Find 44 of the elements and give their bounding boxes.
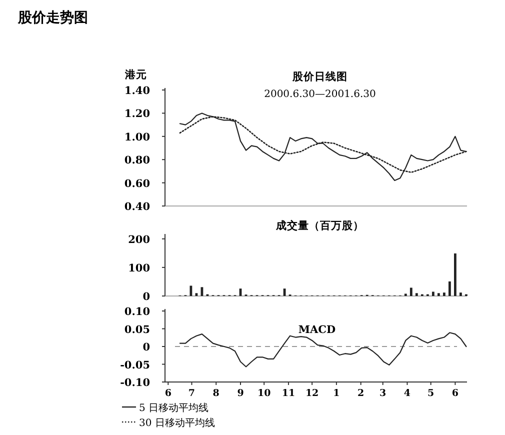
bar (432, 292, 434, 296)
y-tick-label: -0.05 (120, 359, 150, 372)
bar (454, 253, 456, 296)
y-tick-label: 1.20 (124, 108, 150, 120)
y-tick-label: 0 (142, 291, 150, 303)
x-tick-label: 6 (164, 388, 172, 399)
y-axis-title: 港元 (124, 68, 147, 81)
bar (442, 292, 446, 296)
chart-subtitle: 2000.6.30—2001.6.30 (264, 89, 376, 100)
x-tick-label: 12 (305, 388, 319, 399)
y-tick-label: 0.60 (124, 178, 150, 190)
x-tick-label: 5 (428, 388, 434, 399)
y-tick-label: 0.80 (124, 154, 150, 167)
x-tick-label: 6 (452, 388, 459, 399)
text: MACD (298, 324, 336, 336)
chart-title: 股价日线图 (292, 70, 348, 83)
y-tick-label: 0 (142, 342, 150, 354)
x-tick-label: 7 (188, 388, 196, 399)
x-tick-label: 3 (380, 388, 386, 399)
x-tick-label: 1 (333, 388, 340, 399)
y-tick-label: 100 (128, 262, 150, 274)
bar (437, 293, 440, 296)
x-tick-label: 2 (358, 388, 364, 399)
bar (410, 288, 412, 296)
y-tick-label: 0.40 (124, 201, 150, 213)
y-tick-label: 200 (128, 234, 150, 246)
text: 股价走势图 (17, 10, 88, 26)
x-tick-label: 11 (282, 388, 296, 399)
y-tick-label: 1.40 (124, 85, 150, 97)
legend-label: 5 日移动平均线 (139, 402, 209, 414)
y-tick-label: -0.10 (120, 377, 150, 389)
x-tick-label: 4 (404, 388, 411, 399)
y-tick-label: 1.00 (124, 131, 150, 144)
x-tick-label: 8 (212, 388, 220, 399)
x-tick-label: 10 (257, 388, 272, 399)
y-tick-label: 0.05 (124, 324, 150, 336)
line-series (179, 332, 467, 368)
bar (415, 293, 418, 296)
bar (448, 281, 451, 296)
chart-title: 成交量（百万股） (275, 219, 364, 232)
bar (460, 292, 462, 296)
y-tick-label: 0.10 (124, 306, 150, 318)
legend-label: 30 日移动平均线 (139, 417, 215, 429)
x-tick-label: 9 (237, 388, 244, 399)
